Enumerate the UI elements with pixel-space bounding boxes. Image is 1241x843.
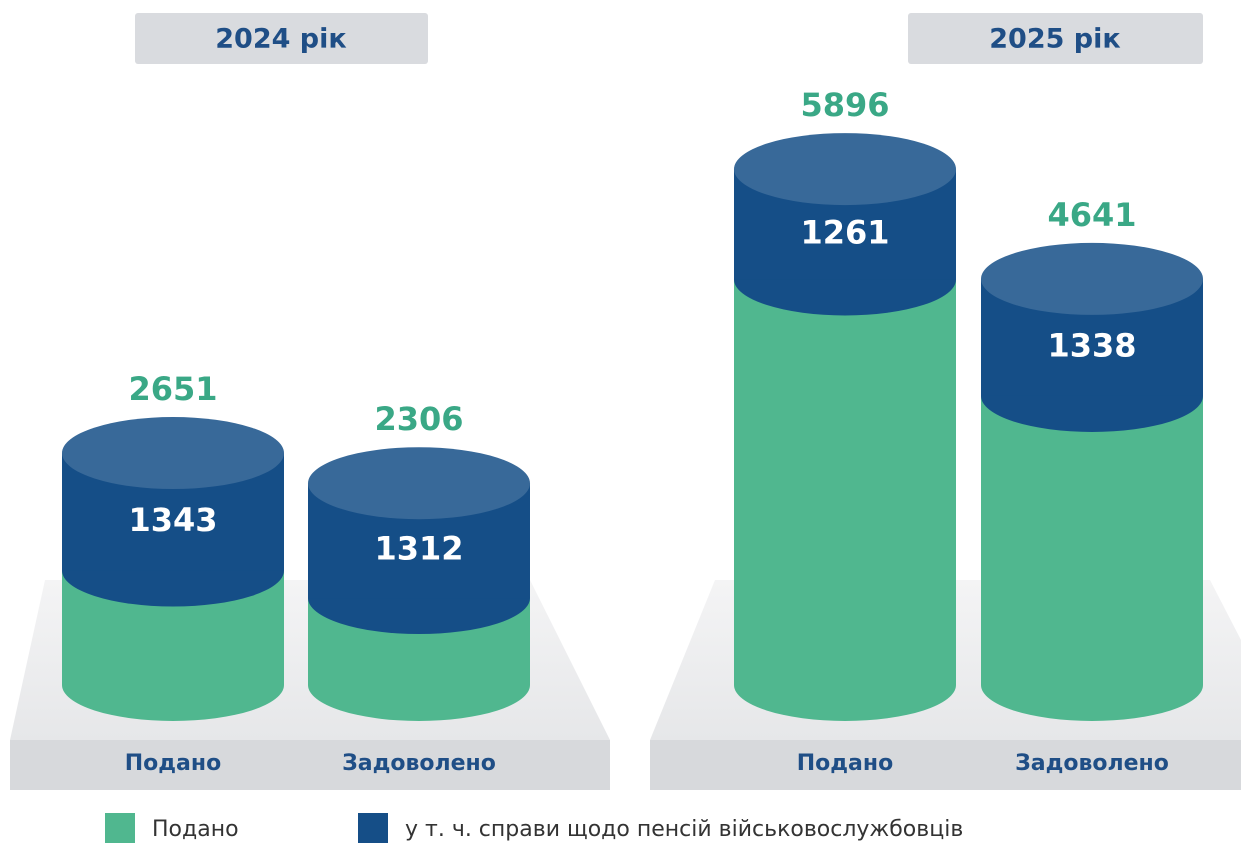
subset-label: 1343 bbox=[128, 501, 217, 539]
total-label: 2651 bbox=[128, 370, 217, 408]
category-label: Подано bbox=[797, 751, 893, 776]
cylinder-top bbox=[62, 417, 284, 490]
subset-label: 1338 bbox=[1047, 326, 1136, 364]
category-label: Задоволено bbox=[342, 751, 496, 776]
cylinder-top bbox=[308, 447, 530, 520]
platform-front bbox=[650, 740, 1241, 790]
category-label: Задоволено bbox=[1015, 751, 1169, 776]
year-title: 2025 рік bbox=[989, 24, 1120, 55]
total-label: 4641 bbox=[1047, 196, 1136, 234]
platform-front bbox=[10, 740, 610, 790]
category-label: Подано bbox=[125, 751, 221, 776]
legend-label: Подано bbox=[152, 817, 239, 842]
year-title: 2024 рік bbox=[215, 24, 346, 55]
total-label: 2306 bbox=[374, 400, 463, 438]
cylinder-top bbox=[981, 242, 1203, 315]
legend-swatch bbox=[358, 813, 388, 843]
cylinder-top bbox=[734, 133, 956, 206]
total-label: 5896 bbox=[800, 86, 889, 124]
subset-label: 1261 bbox=[800, 213, 889, 251]
legend-label: у т. ч. справи щодо пенсій військовослуж… bbox=[405, 817, 963, 842]
legend-swatch bbox=[105, 813, 135, 843]
year-header bbox=[908, 13, 1203, 64]
subset-label: 1312 bbox=[374, 530, 463, 568]
year-header bbox=[135, 13, 428, 64]
